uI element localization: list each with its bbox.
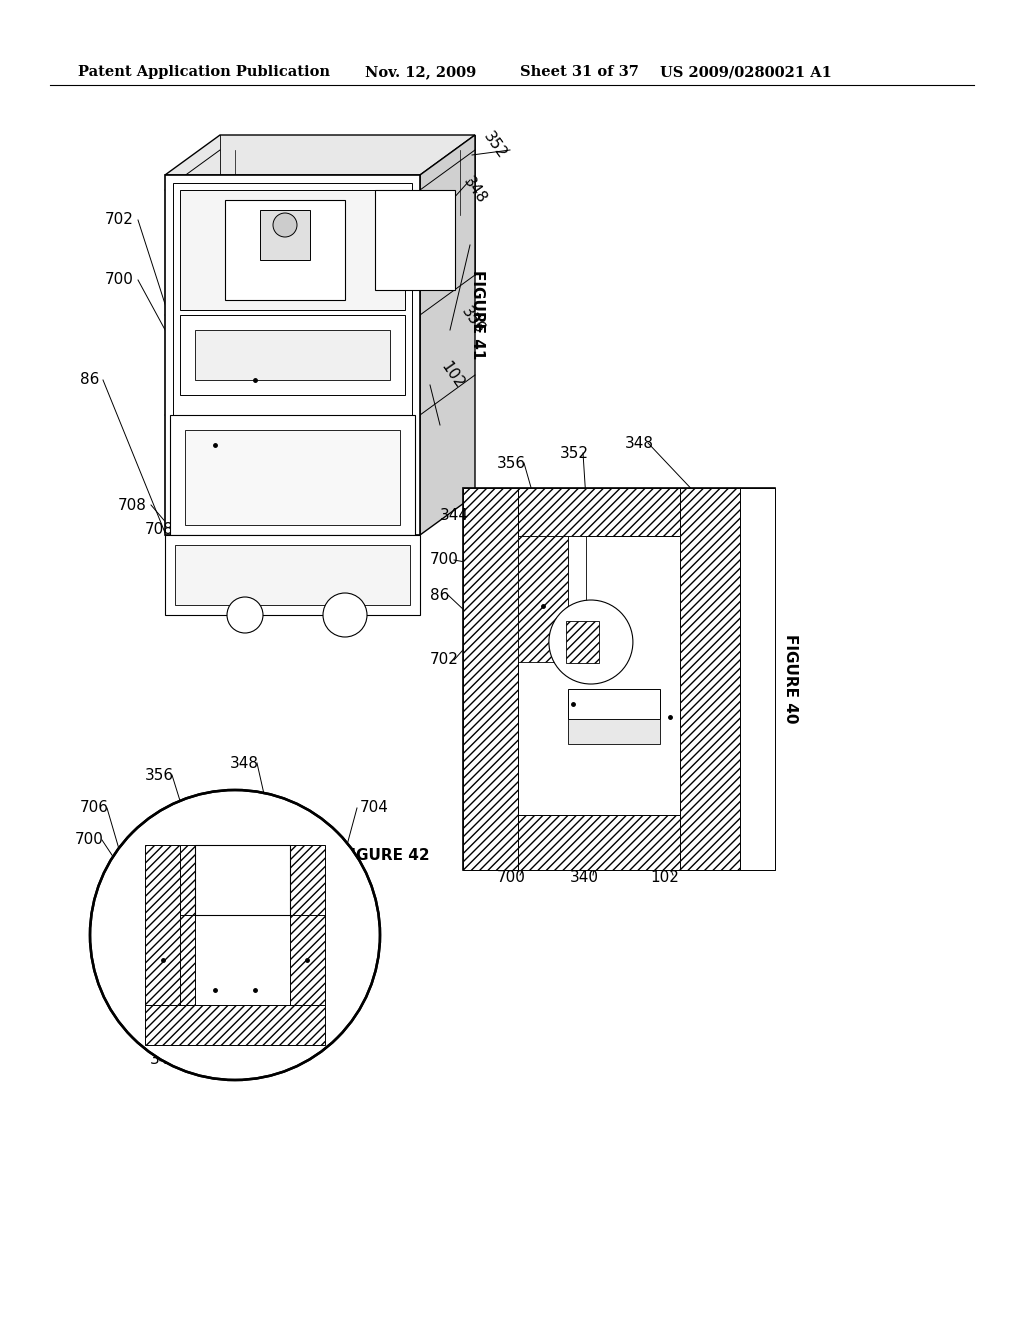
Text: 86: 86 [430, 587, 450, 602]
Text: Nov. 12, 2009: Nov. 12, 2009 [365, 65, 476, 79]
Text: 702: 702 [430, 652, 459, 668]
Text: 348: 348 [460, 174, 488, 206]
Text: FIGURE 42: FIGURE 42 [340, 847, 430, 862]
Circle shape [323, 593, 367, 638]
Text: 700: 700 [430, 553, 459, 568]
Text: 340: 340 [570, 870, 599, 886]
Bar [518, 536, 680, 814]
Bar [225, 201, 345, 300]
Bar [518, 814, 680, 870]
Bar [180, 315, 406, 395]
Text: 704: 704 [360, 800, 389, 816]
Polygon shape [565, 620, 599, 663]
Text: 348: 348 [625, 436, 654, 450]
Text: US 2009/0280021 A1: US 2009/0280021 A1 [660, 65, 831, 79]
Text: 700: 700 [497, 870, 526, 886]
Bar [463, 488, 518, 870]
Bar [175, 545, 410, 605]
Text: FIGURE 41: FIGURE 41 [470, 271, 485, 359]
Text: 356: 356 [458, 304, 487, 337]
Bar [680, 488, 740, 870]
Circle shape [227, 597, 263, 634]
Bar [165, 176, 420, 535]
Text: 708: 708 [145, 523, 174, 537]
Text: 356: 356 [145, 767, 174, 783]
Bar [173, 183, 412, 527]
Circle shape [91, 791, 379, 1078]
Circle shape [273, 213, 297, 238]
Bar [165, 535, 420, 615]
Polygon shape [145, 1005, 325, 1045]
Bar [518, 536, 568, 661]
Polygon shape [420, 135, 475, 535]
Text: 102: 102 [438, 359, 467, 391]
Text: 700: 700 [75, 833, 103, 847]
Bar [568, 536, 586, 634]
Polygon shape [145, 845, 180, 1005]
Circle shape [549, 601, 633, 684]
Polygon shape [180, 845, 195, 915]
Text: 340: 340 [150, 1052, 179, 1068]
Text: 356: 356 [497, 455, 526, 470]
Text: 348: 348 [230, 755, 259, 771]
Text: Sheet 31 of 37: Sheet 31 of 37 [520, 65, 639, 79]
Text: Patent Application Publication: Patent Application Publication [78, 65, 330, 79]
Bar [568, 719, 660, 744]
Text: 102: 102 [650, 870, 679, 886]
Bar [375, 190, 455, 290]
Text: 702: 702 [105, 213, 134, 227]
Bar [195, 330, 390, 380]
Bar [170, 414, 415, 535]
Text: 706: 706 [80, 800, 109, 816]
Polygon shape [290, 845, 325, 915]
Bar [463, 488, 775, 870]
Bar [185, 430, 400, 525]
Text: FIGURE 40: FIGURE 40 [782, 634, 798, 723]
Bar [518, 488, 680, 536]
Polygon shape [165, 135, 475, 176]
Bar [568, 689, 660, 719]
Polygon shape [290, 909, 325, 1005]
Text: 352: 352 [480, 129, 509, 161]
Text: 352: 352 [560, 446, 589, 461]
Circle shape [90, 789, 380, 1080]
Text: 708: 708 [118, 498, 146, 512]
Text: 86: 86 [80, 372, 99, 388]
Text: 700: 700 [93, 968, 122, 982]
Polygon shape [180, 909, 195, 1005]
Text: 700: 700 [105, 272, 134, 288]
Bar [195, 845, 290, 915]
Bar [740, 488, 775, 870]
Bar [180, 190, 406, 310]
Text: 344: 344 [440, 507, 469, 523]
Bar [260, 210, 310, 260]
